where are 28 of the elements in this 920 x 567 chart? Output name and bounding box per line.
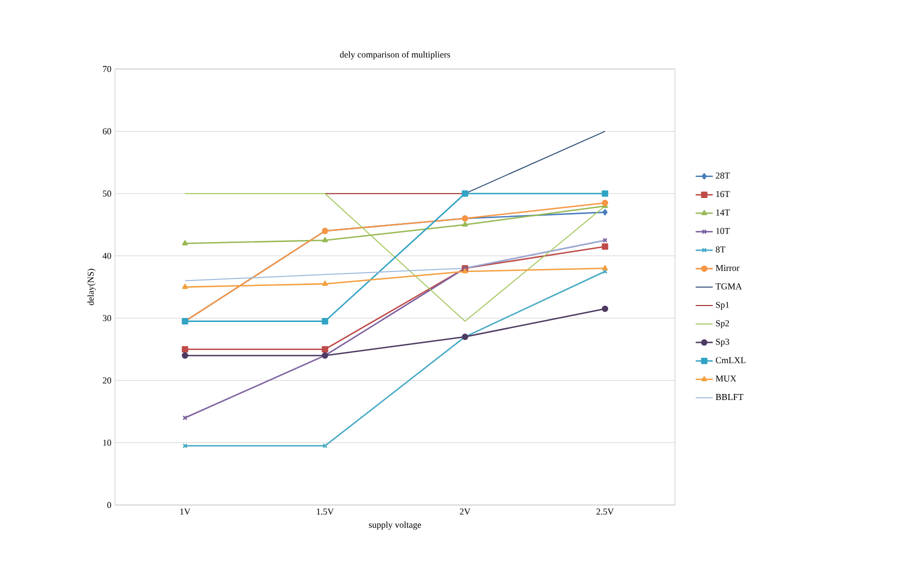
- y-axis-title: delay(NS): [87, 268, 96, 306]
- legend-label: 14T: [716, 209, 730, 216]
- legend-label: Sp3: [716, 338, 730, 347]
- legend-label: BBLFT: [716, 394, 744, 400]
- legend-label: TGMA: [716, 283, 742, 290]
- x-tick-label: 2.5V: [596, 508, 614, 515]
- y-tick-label: 0: [107, 502, 112, 508]
- x-tick-label: 1V: [180, 508, 190, 515]
- legend-label: CmLXL: [716, 357, 746, 364]
- legend-label: 8T: [716, 246, 726, 253]
- y-tick-label: 30: [102, 315, 112, 322]
- legend-label: 16T: [716, 191, 730, 198]
- x-axis-title: supply voltage: [369, 521, 422, 530]
- y-tick-label: 50: [102, 190, 112, 197]
- y-tick-label: 60: [102, 128, 112, 134]
- x-tick-label: 2V: [460, 508, 470, 515]
- y-tick-label: 20: [102, 377, 112, 384]
- legend-label: 28T: [716, 172, 730, 179]
- legend-label: Mirror: [716, 264, 740, 271]
- y-tick-label: 70: [103, 66, 112, 72]
- y-tick-label: 40: [102, 252, 112, 259]
- legend-label: Sp1: [716, 302, 729, 310]
- x-tick-label: 1.5V: [316, 508, 334, 515]
- legend-label: Sp2: [716, 320, 729, 328]
- legend-label: 10T: [716, 228, 730, 234]
- chart-title: dely comparison of multipliers: [340, 51, 450, 60]
- y-tick-label: 10: [103, 440, 112, 446]
- legend-label: MUX: [716, 376, 736, 382]
